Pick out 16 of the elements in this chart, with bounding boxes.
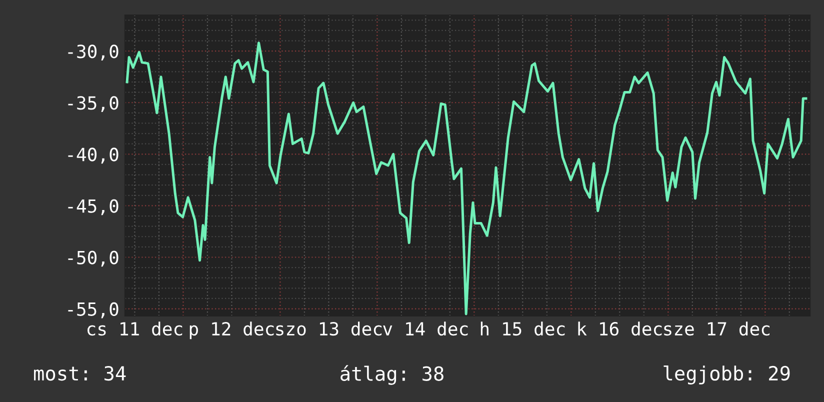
y-tick-label: -40,0 [68,148,118,164]
x-tick-label: sze 17 dec [664,322,770,336]
text: legjobb: 29 [664,365,790,385]
x-tick-label: v 14 dec [383,322,468,336]
text: most: 34 [34,366,126,381]
y-tick-label: -45,0 [68,199,118,216]
x-tick-label: k 16 dec [578,322,662,336]
y-tick-label: -35,0 [68,96,118,112]
y-tick-label: -50,0 [68,250,118,267]
x-tick-label: p 12 dec [190,322,274,340]
y-tick-label: -30,0 [68,44,118,61]
text: átlag: 38 [340,365,444,385]
y-tick-label: -55,0 [68,302,118,318]
x-tick-label: szo 13 dec [276,322,382,336]
x-tick-label: h 15 dec [480,322,565,336]
x-tick-label: cs 11 dec [88,322,182,336]
